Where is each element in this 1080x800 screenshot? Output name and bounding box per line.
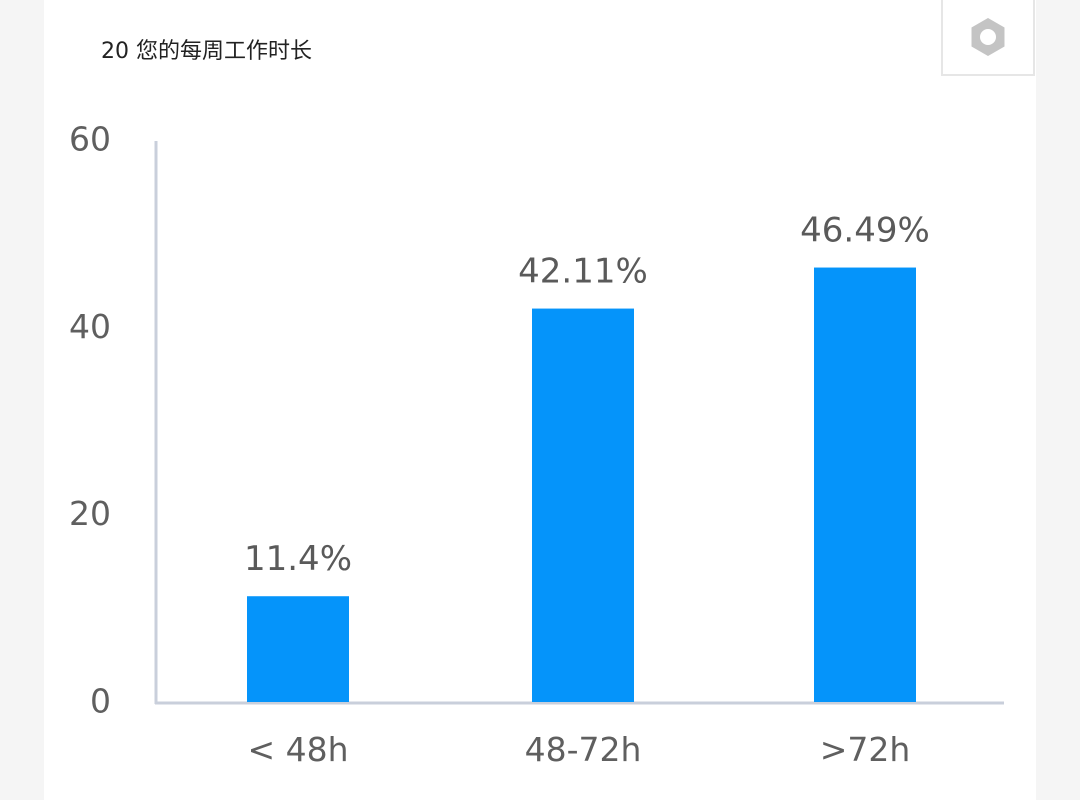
y-tick-label: 0: [90, 682, 111, 721]
y-tick-label: 40: [69, 307, 111, 346]
data-label: 46.49%: [800, 211, 930, 251]
x-category-label: 48-72h: [525, 730, 642, 769]
data-label: 42.11%: [518, 252, 648, 292]
y-tick-label: 60: [69, 120, 111, 159]
settings-button[interactable]: [941, 0, 1035, 76]
bar[interactable]: [532, 308, 634, 702]
bar[interactable]: [814, 267, 916, 702]
gear-icon: [971, 18, 1005, 56]
data-label: 11.4%: [244, 539, 352, 579]
x-category-label: < 48h: [247, 730, 348, 769]
bar[interactable]: [247, 596, 349, 702]
y-tick-label: 20: [69, 494, 111, 533]
chart-title: 20 您的每周工作时长: [101, 39, 312, 64]
x-category-label: >72h: [820, 730, 911, 769]
